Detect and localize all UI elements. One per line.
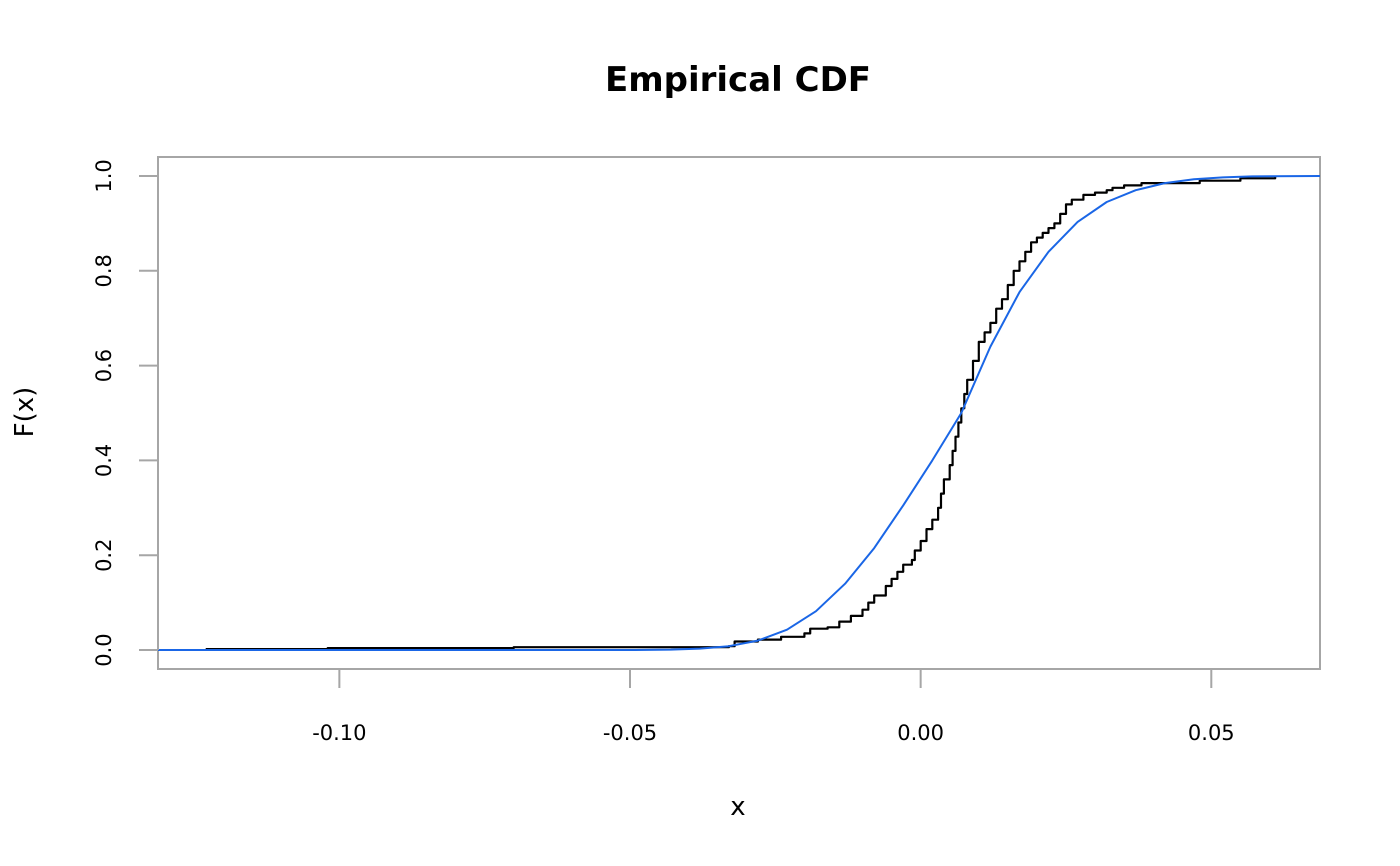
y-tick-label: 1.0	[92, 159, 116, 192]
normal-cdf-series	[158, 175, 1321, 651]
x-tick-label: 0.00	[897, 721, 944, 745]
y-tick-label: 0.8	[92, 254, 116, 287]
axes: -0.10 -0.05 0.00 0.05 0.0 0.2 0.4 0.6 0.8 1.0	[92, 159, 1235, 745]
x-tick-label: -0.05	[603, 721, 657, 745]
y-tick-label: 0.4	[92, 444, 116, 477]
x-tick-label: -0.10	[312, 721, 366, 745]
y-tick-label: 0.2	[92, 539, 116, 572]
ecdf-step-series	[205, 175, 1277, 651]
plot-frame	[157, 156, 1321, 670]
y-axis-label: F(x)	[10, 387, 40, 438]
chart-title: Empirical CDF	[605, 60, 871, 100]
x-axis-label: x	[730, 792, 745, 822]
y-tick-label: 0.6	[92, 349, 116, 382]
x-tick-label: 0.05	[1188, 721, 1235, 745]
plot-area	[158, 175, 1321, 651]
y-tick-label: 0.0	[92, 633, 116, 666]
